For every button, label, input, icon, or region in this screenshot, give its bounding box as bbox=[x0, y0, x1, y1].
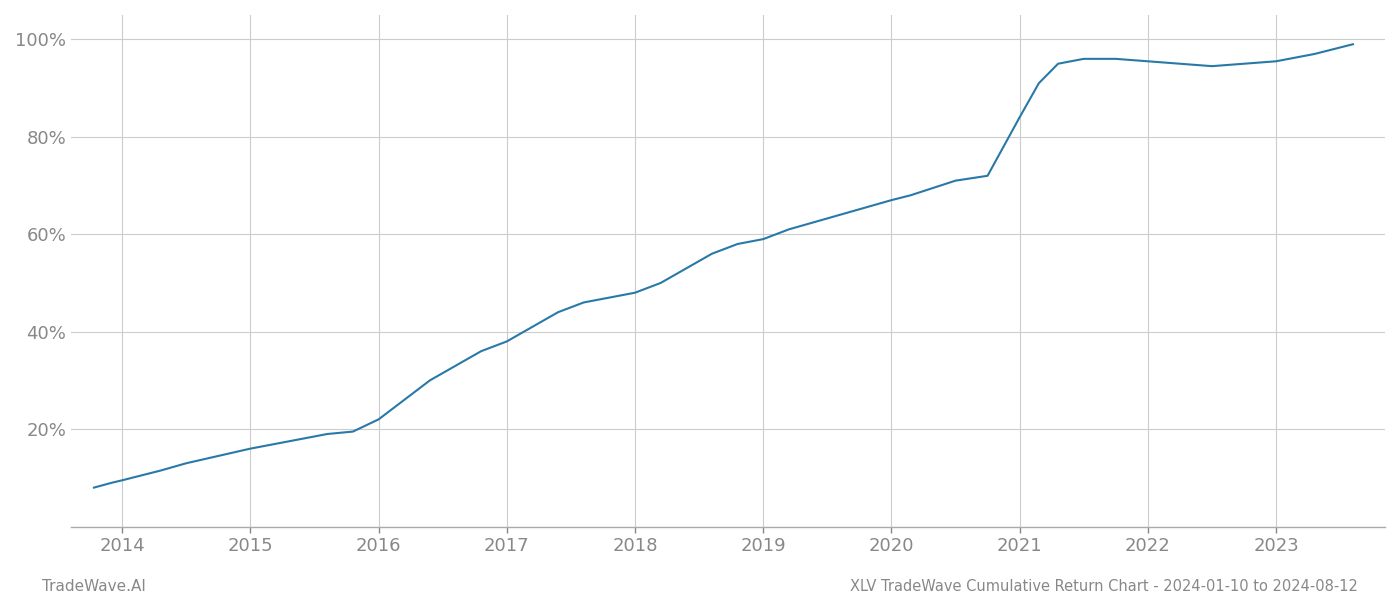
Text: XLV TradeWave Cumulative Return Chart - 2024-01-10 to 2024-08-12: XLV TradeWave Cumulative Return Chart - … bbox=[850, 579, 1358, 594]
Text: TradeWave.AI: TradeWave.AI bbox=[42, 579, 146, 594]
